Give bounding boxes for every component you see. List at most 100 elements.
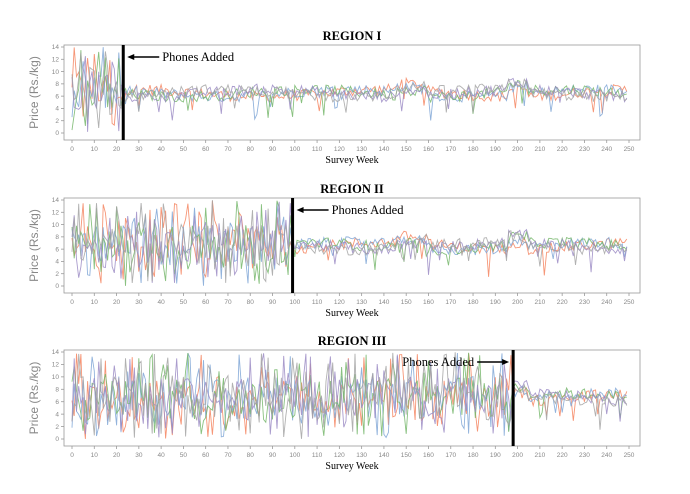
x-tick-label: 230 <box>579 452 590 459</box>
x-axis-label: Survey Week <box>325 461 378 472</box>
y-axis-label: Price (Rs./kg) <box>27 209 41 282</box>
x-tick-label: 250 <box>624 452 635 459</box>
x-tick-label: 10 <box>91 452 99 459</box>
x-tick-label: 90 <box>269 452 277 459</box>
y-tick-label: 6 <box>55 93 59 100</box>
x-tick-label: 90 <box>269 146 277 153</box>
x-tick-label: 120 <box>334 452 345 459</box>
x-tick-label: 190 <box>490 452 501 459</box>
annotation-label: Phones Added <box>402 355 475 369</box>
x-tick-label: 180 <box>468 452 479 459</box>
y-tick-label: 2 <box>55 118 59 125</box>
y-tick-label: 10 <box>52 222 60 229</box>
x-tick-label: 250 <box>624 146 635 153</box>
x-tick-label: 40 <box>158 299 166 306</box>
x-tick-label: 30 <box>135 452 143 459</box>
x-tick-label: 250 <box>624 299 635 306</box>
y-tick-label: 2 <box>55 271 59 278</box>
y-tick-label: 12 <box>52 56 60 63</box>
x-tick-label: 90 <box>269 299 277 306</box>
series-line <box>71 353 628 438</box>
x-tick-label: 50 <box>180 299 188 306</box>
x-tick-label: 70 <box>224 299 232 306</box>
x-tick-label: 100 <box>289 299 300 306</box>
x-tick-label: 80 <box>247 299 255 306</box>
x-tick-label: 100 <box>289 146 300 153</box>
series-line <box>71 201 628 283</box>
series-line <box>71 200 628 284</box>
chart-title: REGION I <box>323 29 382 43</box>
y-axis-label: Price (Rs./kg) <box>27 362 41 435</box>
x-tick-label: 200 <box>512 146 523 153</box>
x-tick-label: 150 <box>401 452 412 459</box>
series-line <box>71 352 628 439</box>
series-line <box>71 200 628 284</box>
annotation-arrowhead <box>296 207 304 213</box>
y-tick-label: 6 <box>55 246 59 253</box>
x-tick-label: 30 <box>135 146 143 153</box>
y-tick-label: 6 <box>55 399 59 406</box>
annotation-label: Phones Added <box>332 203 405 217</box>
y-tick-label: 14 <box>52 44 60 51</box>
x-tick-label: 240 <box>601 452 612 459</box>
x-tick-label: 60 <box>202 452 210 459</box>
y-tick-label: 8 <box>55 81 59 88</box>
annotation-arrowhead <box>502 359 510 365</box>
x-tick-label: 220 <box>557 146 568 153</box>
x-tick-label: 120 <box>334 146 345 153</box>
plot-frame <box>63 44 641 141</box>
x-tick-label: 110 <box>312 299 323 306</box>
x-tick-label: 190 <box>490 299 501 306</box>
x-tick-label: 40 <box>158 146 166 153</box>
x-axis-label: Survey Week <box>325 155 378 166</box>
chart-title: REGION II <box>320 182 384 196</box>
x-tick-label: 210 <box>534 146 545 153</box>
series-line <box>71 352 628 439</box>
x-tick-label: 220 <box>557 452 568 459</box>
x-tick-label: 130 <box>356 146 367 153</box>
x-tick-label: 200 <box>512 452 523 459</box>
y-tick-label: 0 <box>55 130 59 137</box>
x-tick-label: 140 <box>378 452 389 459</box>
chart-title: REGION III <box>318 334 387 348</box>
x-tick-label: 10 <box>91 146 99 153</box>
y-tick-label: 4 <box>55 106 59 113</box>
x-tick-label: 10 <box>91 299 99 306</box>
x-tick-label: 150 <box>401 146 412 153</box>
series-line <box>71 200 628 286</box>
annotation-arrowhead <box>127 54 135 60</box>
y-tick-label: 4 <box>55 411 59 418</box>
plot-frame <box>63 349 641 447</box>
y-tick-label: 14 <box>52 349 60 356</box>
x-tick-label: 240 <box>601 299 612 306</box>
x-tick-label: 80 <box>247 146 255 153</box>
x-tick-label: 140 <box>378 146 389 153</box>
x-tick-label: 0 <box>70 146 74 153</box>
x-tick-label: 0 <box>70 452 74 459</box>
x-tick-label: 230 <box>579 299 590 306</box>
x-tick-label: 50 <box>180 146 188 153</box>
x-tick-label: 170 <box>445 146 456 153</box>
series-line <box>71 47 628 125</box>
y-tick-label: 4 <box>55 259 59 266</box>
x-tick-label: 20 <box>113 146 121 153</box>
annotation-label: Phones Added <box>162 50 235 64</box>
x-tick-label: 130 <box>356 299 367 306</box>
y-tick-label: 12 <box>52 209 60 216</box>
x-tick-label: 110 <box>312 146 323 153</box>
x-tick-label: 160 <box>423 452 434 459</box>
series-line <box>71 56 628 132</box>
series-line <box>71 51 628 129</box>
x-tick-label: 80 <box>247 452 255 459</box>
y-tick-label: 10 <box>52 69 60 76</box>
x-tick-label: 60 <box>202 146 210 153</box>
x-tick-label: 220 <box>557 299 568 306</box>
x-tick-label: 130 <box>356 452 367 459</box>
x-tick-label: 180 <box>468 146 479 153</box>
y-tick-label: 0 <box>55 436 59 443</box>
plot-frame <box>63 197 641 294</box>
y-axis-label: Price (Rs./kg) <box>27 56 41 129</box>
